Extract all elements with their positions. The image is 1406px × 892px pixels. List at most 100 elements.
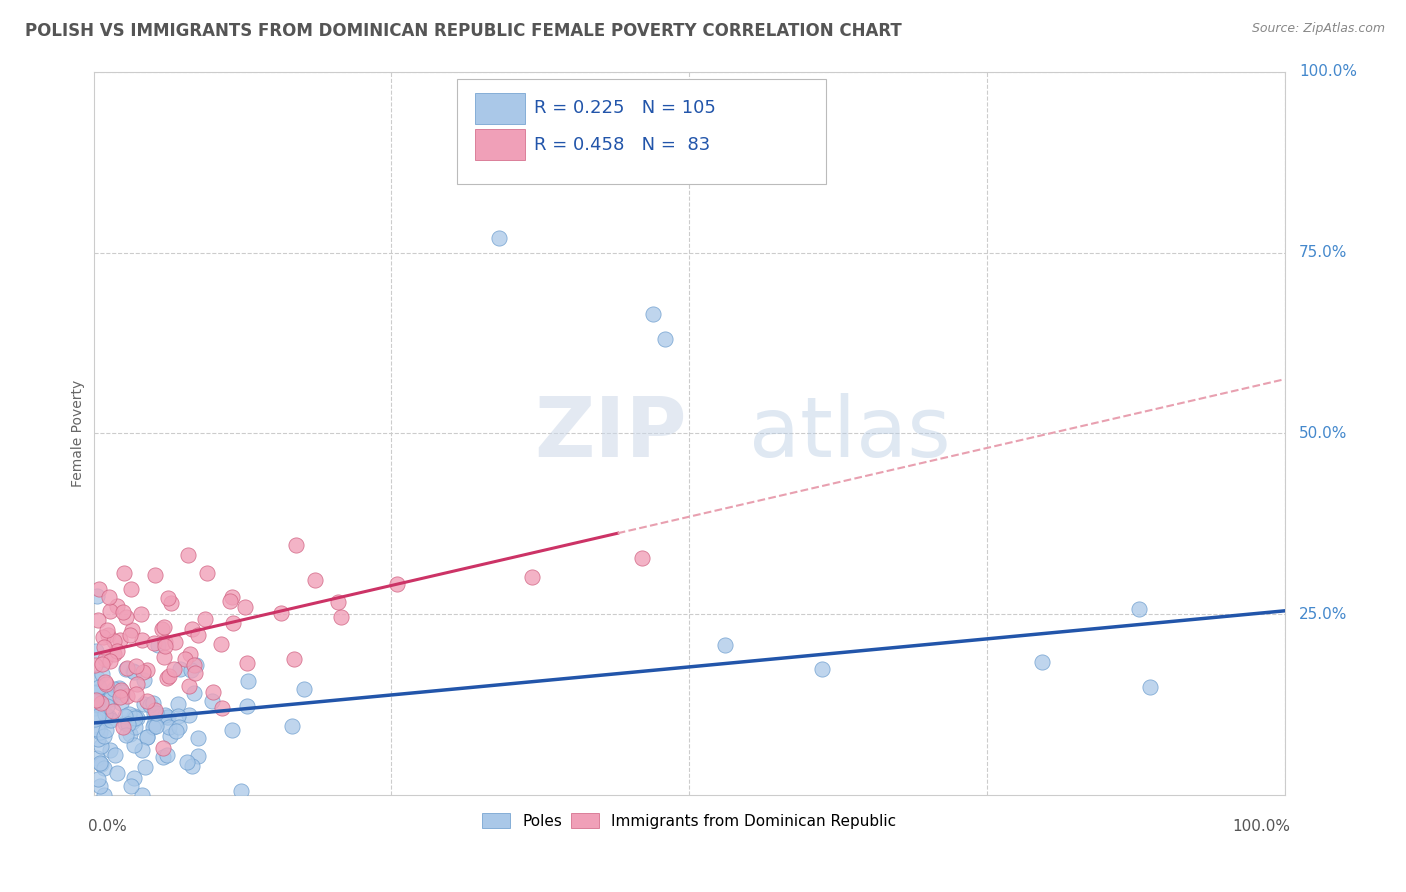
Point [132,698,155,712]
Point [134,760,156,774]
Point [89,779,111,793]
Point [177,548,200,562]
Point [124,720,146,734]
Point [89,725,111,739]
Point [86,732,108,747]
Point [270,606,292,620]
Point [222,615,245,630]
Point [111,605,134,619]
Point [97,628,120,642]
Point [143,636,166,650]
Point [157,720,180,734]
Point [183,658,205,673]
Point [326,594,349,608]
Point [86,751,108,765]
Point [630,550,652,565]
Point [167,720,190,734]
Point [143,717,166,731]
Point [1128,602,1150,616]
Point [179,647,201,661]
Point [84,693,107,707]
Point [153,707,176,722]
Point [156,710,179,724]
Point [87,681,110,695]
Point [91,630,114,644]
Point [385,577,408,591]
Point [186,628,208,642]
Point [488,231,510,245]
Point [111,685,134,699]
Point [142,720,165,734]
Point [187,749,209,764]
Point [93,761,115,775]
Point [125,711,148,725]
Point [152,750,174,764]
Point [86,671,108,685]
Point [142,696,165,710]
Text: Source: ZipAtlas.com: Source: ZipAtlas.com [1251,22,1385,36]
Text: 75.0%: 75.0% [1299,245,1347,260]
Point [103,682,125,697]
Point [283,652,305,666]
Point [131,633,153,648]
Point [201,685,224,699]
Point [103,634,125,648]
Point [150,623,173,637]
Point [84,644,107,658]
Point [84,685,107,699]
Point [110,696,132,710]
Point [194,612,217,626]
Point [105,599,128,613]
Point [96,699,118,714]
Point [125,687,148,701]
Point [90,667,112,681]
Point [110,632,132,647]
Point [229,784,252,798]
FancyBboxPatch shape [475,94,524,124]
Point [90,739,112,753]
Point [98,743,121,757]
Point [127,677,149,691]
Text: 50.0%: 50.0% [1299,426,1347,441]
Point [98,654,121,668]
Point [124,709,146,723]
Point [122,738,145,752]
Point [152,620,174,634]
Point [86,772,108,786]
Point [187,731,209,745]
Point [107,682,129,697]
Point [87,613,110,627]
Point [96,623,118,637]
Point [281,719,304,733]
Point [114,716,136,731]
Point [292,681,315,696]
Point [159,730,181,744]
Point [209,637,232,651]
Text: R = 0.225   N = 105: R = 0.225 N = 105 [534,100,716,118]
Point [156,747,179,762]
Point [139,698,162,712]
Point [94,706,117,721]
Point [83,658,105,673]
Point [121,665,143,679]
Point [180,663,202,677]
Point [118,727,141,741]
Point [110,683,132,698]
Point [136,693,159,707]
Point [131,665,153,679]
Point [233,599,256,614]
Point [167,697,190,711]
Point [218,594,240,608]
Point [114,709,136,723]
Point [84,686,107,700]
Text: 0.0%: 0.0% [87,819,127,833]
Point [236,674,259,689]
Point [90,696,112,710]
Point [122,665,145,679]
Point [121,624,143,638]
Point [98,692,121,706]
Point [86,722,108,736]
FancyBboxPatch shape [475,129,524,160]
Point [145,719,167,733]
Point [221,590,243,604]
